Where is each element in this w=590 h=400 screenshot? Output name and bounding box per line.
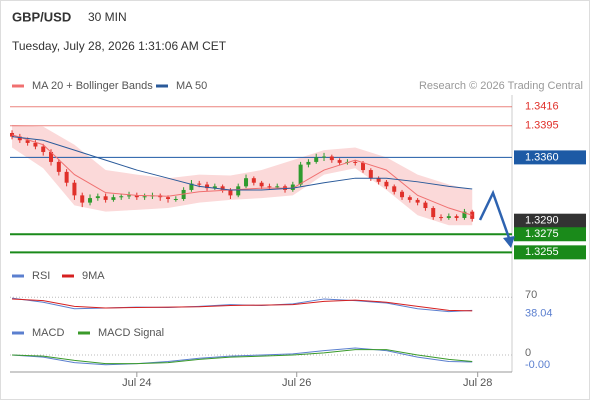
candle-body: [220, 186, 225, 190]
candle-body: [142, 196, 147, 198]
level-tag: [514, 227, 586, 242]
candle-body: [111, 197, 116, 200]
candle-body: [228, 189, 233, 196]
forecast-arrow: [478, 189, 511, 239]
indicator-line: [12, 349, 473, 365]
x-tick-label: Jul 26: [282, 377, 311, 389]
y-tick-label: 0: [525, 347, 531, 359]
candle-body: [400, 191, 405, 198]
level-tag-label: 1.3360: [525, 151, 559, 163]
candle-body: [95, 196, 100, 199]
level-tag-label: 1.3275: [525, 228, 559, 240]
level-tag: [514, 245, 586, 260]
level-tag: [514, 213, 586, 228]
level-tag: [514, 150, 586, 165]
candle-body: [236, 186, 241, 196]
candle-body: [173, 198, 178, 200]
candle-body: [415, 199, 420, 203]
candle-body: [64, 171, 69, 183]
x-tick-label: Jul 28: [463, 377, 492, 389]
level-label: 1.3416: [525, 101, 559, 113]
candle-body: [368, 170, 373, 179]
candle-body: [392, 186, 397, 192]
candle-body: [189, 183, 194, 190]
legend-label: MA 50: [176, 80, 207, 92]
legend-label: MACD: [32, 327, 64, 339]
plot: MA 20 + Bollinger Bands MA 50 1.3416 1.3395…: [10, 80, 586, 389]
level-tag-label: 1.3255: [525, 246, 559, 258]
candle-body: [446, 216, 451, 218]
candle-body: [306, 161, 311, 165]
candle-body: [119, 196, 124, 198]
indicator-line: [12, 298, 473, 312]
x-tick-label: Jul 24: [122, 377, 151, 389]
candle-body: [205, 184, 210, 189]
candle-body: [290, 184, 295, 190]
current-value-label: -0.00: [525, 359, 550, 371]
legend-label: RSI: [32, 270, 50, 282]
candle-body: [267, 186, 272, 188]
candle-body: [376, 178, 381, 182]
symbol: GBP/USD: [12, 9, 71, 24]
candle-body: [80, 195, 85, 203]
candle-body: [384, 181, 389, 187]
candle-body: [462, 211, 467, 218]
candle-body: [17, 136, 22, 141]
indicator-line: [11, 347, 473, 366]
bollinger-band: [12, 124, 473, 226]
moving-average: [11, 134, 473, 216]
credit: Research © 2026 Trading Central: [419, 80, 583, 92]
candle-body: [251, 178, 256, 183]
candle-body: [407, 197, 412, 200]
candle-body: [33, 142, 38, 147]
candle-body: [353, 161, 358, 163]
candle-body: [56, 161, 61, 172]
candle-body: [134, 195, 139, 198]
level-tag-label: 1.3290: [525, 215, 559, 227]
candle-body: [423, 202, 428, 209]
candle-body: [298, 164, 303, 185]
candle-body: [322, 156, 327, 158]
candle-body: [72, 182, 77, 196]
moving-average: [11, 136, 473, 191]
candle-body: [127, 195, 132, 197]
candle-body: [212, 186, 217, 189]
candle-body: [88, 198, 93, 203]
candle-body: [259, 182, 264, 187]
candle-body: [329, 156, 334, 161]
current-value-label: 38.04: [525, 307, 553, 319]
candle-body: [244, 178, 249, 187]
candle-body: [431, 208, 436, 218]
candle-body: [454, 216, 459, 218]
candle-body: [275, 186, 280, 188]
y-tick-label: 70: [525, 289, 537, 301]
candle-body: [197, 183, 202, 185]
candle-body: [49, 151, 54, 162]
candle-body: [41, 146, 46, 152]
candle-body: [337, 160, 342, 163]
legend-label: MACD Signal: [98, 327, 164, 339]
candle-body: [439, 217, 444, 219]
candle-body: [103, 196, 108, 200]
candle-body: [25, 140, 30, 143]
legend-label: 9MA: [82, 270, 105, 282]
candle-body: [361, 162, 366, 171]
candle-body: [314, 157, 319, 162]
candle-body: [166, 197, 171, 199]
timestamp: Tuesday, July 28, 2026 1:31:06 AM CET: [12, 39, 227, 53]
interval: 30 MIN: [88, 10, 127, 24]
level-label: 1.3395: [525, 120, 559, 132]
legend-label: MA 20 + Bollinger Bands: [32, 80, 153, 92]
forecast-arrowhead: [503, 236, 515, 248]
